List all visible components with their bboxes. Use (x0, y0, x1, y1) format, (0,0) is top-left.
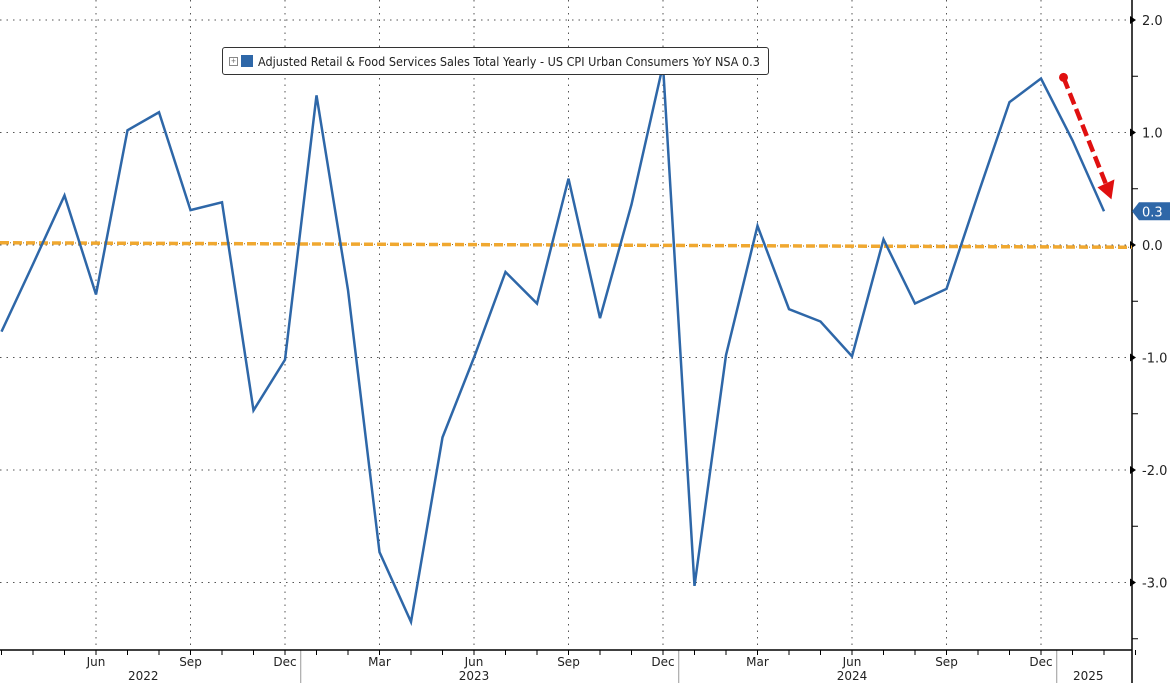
y-tick-label: 1.0 (1142, 127, 1163, 142)
y-tick-label: 2.0 (1142, 14, 1163, 29)
last-value-tag (1132, 202, 1170, 221)
last-value-label: 0.3 (1142, 205, 1163, 220)
year-label: 2025 (1073, 669, 1104, 683)
legend-label: Adjusted Retail & Food Services Sales To… (258, 53, 760, 69)
year-label: 2023 (459, 669, 490, 683)
x-tick-label: Jun (86, 655, 106, 669)
reference-dashed-line (0, 241, 1133, 249)
x-tick-label: Sep (935, 655, 958, 669)
x-tick-label: Mar (746, 655, 769, 669)
y-tick-label: 0.0 (1142, 239, 1163, 254)
year-label: 2024 (837, 669, 868, 683)
trend-arrow-head (1097, 179, 1115, 200)
y-tick-marker (1130, 241, 1136, 249)
annotations (1059, 72, 1115, 200)
gridlines (0, 0, 1132, 650)
year-label: 2022 (128, 669, 159, 683)
x-tick-label: Dec (273, 655, 296, 669)
y-tick-marker (1130, 466, 1136, 474)
series (0, 64, 1133, 627)
x-tick-label: Sep (179, 655, 202, 669)
plus-box-icon[interactable]: + (229, 56, 238, 66)
x-tick-label: Mar (368, 655, 391, 669)
trend-arrow-shaft (1061, 76, 1109, 187)
y-tick-marker (1130, 353, 1136, 362)
legend[interactable]: + Adjusted Retail & Food Services Sales … (222, 47, 769, 75)
series-line (0, 64, 1106, 627)
y-tick-label: -2.0 (1142, 464, 1167, 479)
x-tick-label: Sep (557, 655, 580, 669)
x-tick-label: Dec (651, 655, 674, 669)
x-tick-label: Jun (464, 655, 484, 669)
x-tick-label: Jun (842, 655, 862, 669)
y-tick-marker (1130, 578, 1136, 587)
y-tick-label: -3.0 (1142, 577, 1167, 592)
legend-swatch (241, 55, 253, 67)
y-tick-marker (1130, 128, 1136, 137)
x-tick-label: Dec (1029, 655, 1052, 669)
y-tick-marker (1130, 16, 1136, 24)
y-tick-label: -1.0 (1142, 352, 1167, 367)
